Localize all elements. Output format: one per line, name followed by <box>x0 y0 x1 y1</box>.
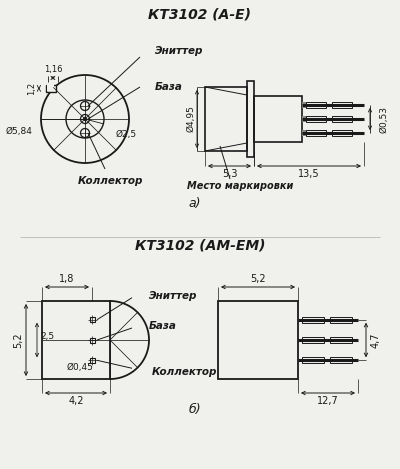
Text: Коллектор: Коллектор <box>77 176 143 186</box>
Bar <box>47 84 54 91</box>
Text: б): б) <box>189 402 201 416</box>
Text: 12,7: 12,7 <box>317 396 339 406</box>
Bar <box>302 357 324 363</box>
Text: 4,7: 4,7 <box>371 332 381 348</box>
Text: 5,3: 5,3 <box>222 169 237 179</box>
Text: Ø0,53: Ø0,53 <box>380 106 388 133</box>
Bar <box>90 338 94 342</box>
Bar <box>218 301 298 379</box>
Bar <box>42 301 110 379</box>
Circle shape <box>83 117 87 121</box>
Text: Место маркировки: Место маркировки <box>187 181 293 191</box>
Bar <box>306 130 326 136</box>
Text: База: База <box>155 82 183 92</box>
Bar <box>205 87 247 151</box>
Text: Ø0,45: Ø0,45 <box>66 363 94 371</box>
Bar <box>332 130 352 136</box>
Bar <box>330 337 352 343</box>
Bar <box>90 317 94 322</box>
Text: 2,5: 2,5 <box>40 332 54 340</box>
Text: а): а) <box>189 197 201 210</box>
Text: 1,8: 1,8 <box>59 274 75 284</box>
Bar <box>332 102 352 108</box>
Text: Коллектор: Коллектор <box>152 367 217 377</box>
Bar <box>302 130 307 136</box>
Bar <box>302 116 307 122</box>
Bar <box>247 81 254 157</box>
Text: 13,5: 13,5 <box>298 169 320 179</box>
Bar <box>302 337 324 343</box>
Text: 1,16: 1,16 <box>44 65 62 75</box>
Text: Ø2,5: Ø2,5 <box>116 129 136 138</box>
Text: 4,2: 4,2 <box>68 396 84 406</box>
Bar <box>302 317 324 323</box>
Text: 5,2: 5,2 <box>250 274 266 284</box>
Text: КТ3102 (АМ-ЕМ): КТ3102 (АМ-ЕМ) <box>135 238 265 252</box>
Text: Ø5,84: Ø5,84 <box>6 127 32 136</box>
Bar <box>46 85 56 92</box>
Text: 5,2: 5,2 <box>13 332 23 348</box>
Bar <box>332 116 352 122</box>
Bar <box>90 358 94 363</box>
Bar <box>302 102 307 108</box>
Bar <box>306 102 326 108</box>
Text: Эниттер: Эниттер <box>155 46 203 56</box>
Bar <box>330 357 352 363</box>
Bar <box>330 317 352 323</box>
Bar <box>306 116 326 122</box>
Text: 1,2: 1,2 <box>27 82 36 95</box>
Text: Эниттер: Эниттер <box>149 291 197 301</box>
Bar <box>254 96 302 142</box>
Text: База: База <box>149 321 177 331</box>
Text: Ø4,95: Ø4,95 <box>186 106 196 132</box>
Text: КТ3102 (А-Е): КТ3102 (А-Е) <box>148 7 252 21</box>
